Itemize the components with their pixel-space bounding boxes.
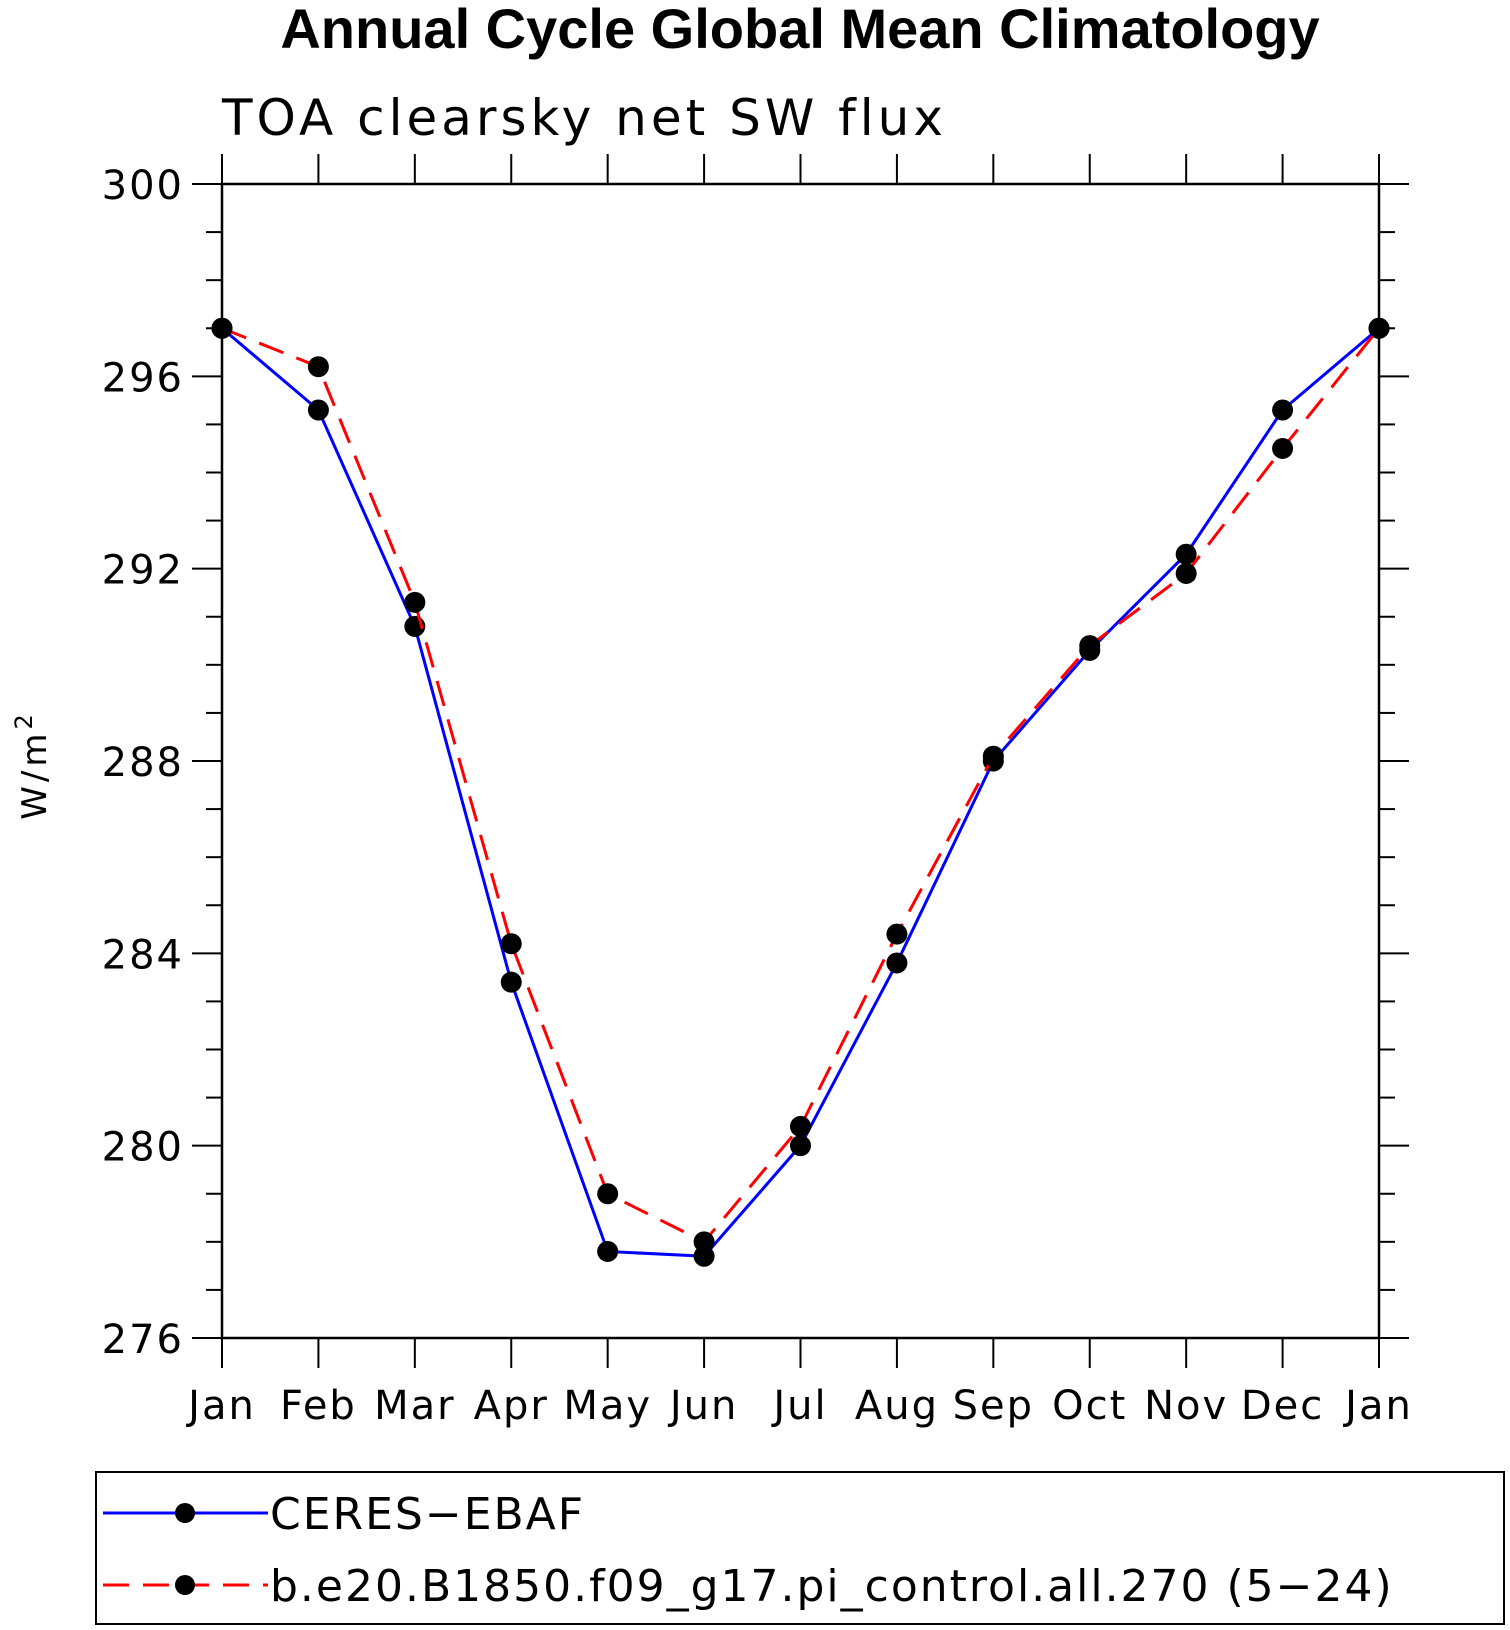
series-line-1 [221,326,1381,1244]
y-axis-label-superscript: 2 [10,710,38,729]
series-1-point [790,1115,811,1137]
y-tick-label: 276 [102,1317,184,1363]
x-tick-label: Mar [374,1383,455,1429]
y-tick-label: 296 [102,355,184,401]
legend: CERES−EBAF b.e20.B1850.f09_g17.pi_contro… [95,1471,1505,1625]
legend-box [95,1471,1505,1625]
series-1-point [1079,635,1101,657]
x-tick-label: Oct [1052,1383,1127,1429]
y-tick-label: 288 [102,740,184,786]
series-1-point [886,923,908,945]
series-1-point [404,591,426,613]
x-tick-label: Aug [855,1383,939,1429]
series-1-point [982,745,1004,767]
series-0-point [1272,399,1294,421]
y-tick-label: 280 [102,1125,184,1171]
legend-marker-model [175,1575,195,1595]
series-1-point [307,356,329,378]
series-1-point [693,1231,715,1253]
chart-subtitle: TOA clearsky net SW flux [221,89,947,147]
x-tick-label: May [563,1383,652,1429]
series-0-point [886,952,908,974]
series-layer [211,317,1390,1267]
series-0-point [597,1240,619,1262]
legend-label-ceres-ebaf: CERES−EBAF [270,1489,585,1540]
series-0-point [1175,543,1197,565]
x-tick-label: Nov [1144,1383,1228,1429]
plot-frame [220,182,1381,1340]
series-1-point [1272,437,1294,459]
series-0-point [790,1135,811,1157]
chart-title: Annual Cycle Global Mean Climatology [280,0,1319,60]
series-1-point [1175,562,1197,584]
x-tick-label: Jun [667,1383,739,1429]
x-tick-label: Jan [185,1383,256,1429]
legend-marker-ceres-ebaf [175,1503,195,1523]
x-tick-label: Dec [1241,1383,1324,1429]
series-1-point [211,317,233,339]
y-tick-label: 300 [102,163,184,209]
series-0-point [307,399,329,421]
y-tick-label: 284 [102,932,184,978]
series-0-point [693,1245,715,1267]
x-tick-label: Jul [770,1383,827,1429]
legend-label-model: b.e20.B1850.f09_g17.pi_control.all.270 (… [270,1561,1394,1612]
y-axis-label: W/m2 [10,710,55,819]
y-tick-label: 292 [102,548,184,594]
series-1-point [500,933,522,955]
x-tick-label: Feb [280,1383,357,1429]
x-tick-label: Jan [1342,1383,1413,1429]
x-tick-label: Sep [953,1383,1034,1429]
series-0-point [500,971,522,993]
x-tick-label: Apr [474,1383,549,1429]
series-1-point [597,1183,619,1205]
series-1-point [1368,317,1390,339]
